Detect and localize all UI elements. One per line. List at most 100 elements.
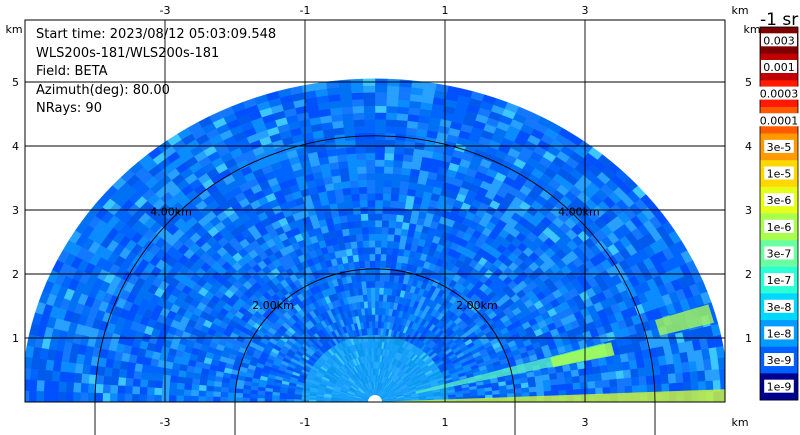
range-gate-cell (368, 240, 376, 248)
range-gate-cell (704, 369, 714, 382)
range-gate-cell (347, 166, 358, 175)
range-gate-cell (336, 201, 346, 210)
range-gate-cell (139, 386, 148, 395)
range-gate-cell (572, 382, 581, 390)
range-gate-cell (350, 85, 364, 94)
range-gate-cell (362, 92, 376, 100)
range-gate-cell (337, 79, 352, 88)
range-gate-cell (369, 273, 376, 282)
range-gate-cell (80, 392, 89, 402)
range-gate-cell (630, 368, 639, 378)
range-gate-cell (374, 179, 384, 187)
range-gate-cell (374, 105, 387, 113)
range-gate-cell (374, 199, 383, 208)
range-gate-cell (374, 327, 379, 335)
range-gate-cell (339, 92, 353, 101)
range-gate-cell (335, 195, 345, 204)
range-gate-cell (58, 391, 67, 402)
range-gate-cell (367, 219, 376, 228)
range-gate-cell (43, 391, 52, 402)
range-gate-cell (386, 98, 399, 107)
range-gate-cell (397, 99, 410, 108)
range-gate-cell (608, 370, 617, 380)
range-gate-cell (374, 341, 378, 349)
range-gate-cell (356, 159, 367, 168)
range-gate-cell (140, 371, 150, 381)
range-gate-cell (184, 377, 193, 385)
range-gate-cell (96, 366, 106, 377)
range-gate-cell (401, 160, 413, 169)
y-tick-label-left: 4 (12, 140, 19, 153)
range-gate-cell (72, 382, 82, 393)
range-gate-cell (177, 370, 187, 378)
range-gate-cell (336, 153, 348, 163)
range-gate-cell (395, 126, 407, 135)
range-gate-cell (374, 213, 383, 221)
range-gate-cell (368, 246, 376, 255)
range-gate-cell (131, 386, 141, 395)
range-gate-cell (36, 380, 45, 392)
range-gate-cell (374, 253, 381, 261)
y-tick-label-right: 2 (745, 268, 752, 281)
range-gate-cell (213, 381, 223, 388)
range-gate-cell (212, 396, 221, 402)
range-gate-cell (350, 78, 364, 87)
range-gate-cell (337, 160, 349, 169)
range-gate-cell (374, 145, 386, 154)
range-gate-cell (386, 85, 400, 94)
range-gate-cell (349, 234, 357, 243)
range-gate-cell (380, 240, 388, 248)
range-gate-cell (615, 369, 625, 380)
range-gate-cell (609, 378, 618, 388)
range-gate-cell (348, 173, 359, 182)
range-gate-cell (587, 380, 596, 389)
range-gate-cell (220, 386, 229, 393)
range-gate-cell (28, 379, 38, 392)
range-gate-cell (227, 392, 236, 398)
range-gate-cell (185, 371, 194, 379)
range-gate-cell (382, 193, 392, 201)
range-gate-cell (385, 112, 398, 121)
beta-field-data (25, 78, 725, 402)
range-gate-cell (125, 369, 135, 380)
range-gate-cell (80, 373, 90, 384)
range-gate-cell (357, 253, 365, 262)
range-gate-cell (374, 98, 387, 107)
range-gate-cell (124, 377, 134, 387)
range-gate-cell (363, 118, 376, 127)
range-gate-cell (362, 246, 370, 255)
range-gate-cell (370, 294, 376, 302)
range-gate-cell (682, 371, 692, 383)
range-gate-cell (109, 384, 119, 395)
range-gate-cell (697, 370, 706, 382)
range-gate-cell (153, 387, 163, 396)
range-gate-cell (397, 200, 406, 209)
range-gate-cell (25, 379, 30, 392)
range-gate-cell (286, 396, 295, 400)
range-gate-cell (386, 92, 399, 100)
range-gate-cell (271, 398, 280, 402)
range-gate-cell (147, 372, 157, 382)
range-gate-cell (249, 397, 258, 402)
range-gate-cell (380, 233, 389, 242)
range-gate-cell (364, 267, 371, 275)
range-gate-cell (386, 247, 393, 255)
x-tick-label-top: 3 (582, 4, 589, 17)
range-gate-cell (645, 375, 655, 385)
range-gate-cell (102, 384, 111, 394)
range-gate-cell (358, 260, 365, 269)
range-gate-cell (353, 213, 362, 222)
range-gate-cell (109, 393, 118, 402)
y-tick-label-right: 3 (745, 204, 752, 217)
range-gate-cell (374, 246, 382, 255)
range-ring-label: 2.00km (252, 299, 294, 312)
range-gate-cell (264, 398, 273, 402)
range-gate-cell (117, 377, 127, 387)
range-gate-cell (168, 388, 177, 396)
range-gate-cell (279, 395, 288, 400)
range-gate-cell (146, 394, 155, 402)
range-gate-cell (586, 373, 595, 382)
instrument-text: WLS200s-181/WLS200s-181 (36, 45, 220, 61)
range-gate-cell (50, 381, 60, 393)
range-gate-cell (374, 152, 385, 160)
